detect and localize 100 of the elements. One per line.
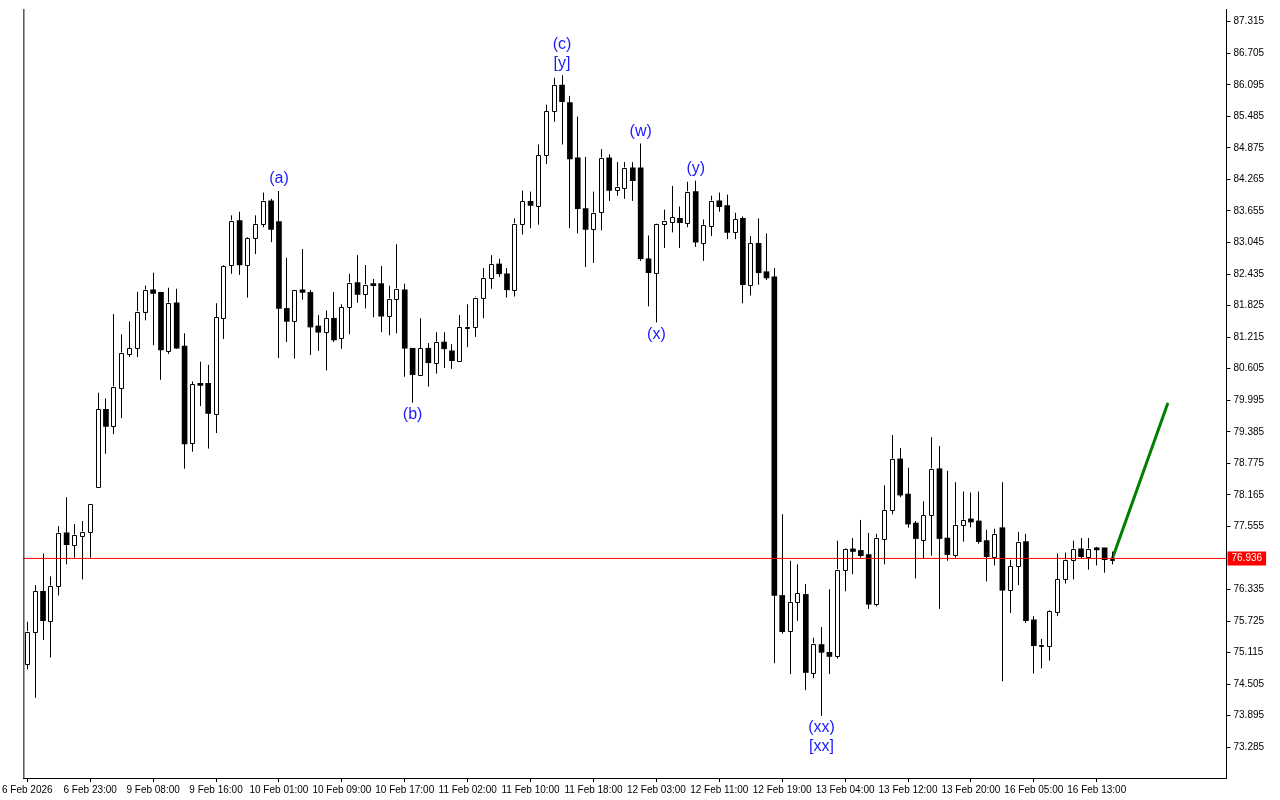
candlestick bbox=[150, 272, 156, 346]
candlestick bbox=[110, 313, 117, 435]
candlestick bbox=[1015, 531, 1021, 586]
candlestick bbox=[653, 223, 660, 323]
candlestick bbox=[71, 523, 78, 559]
annotation: (a) bbox=[269, 169, 289, 187]
x-tick-label: 13 Feb 12:00 bbox=[878, 783, 938, 795]
candlestick bbox=[661, 209, 668, 249]
candlestick bbox=[331, 291, 337, 343]
candlestick bbox=[873, 533, 880, 607]
candlestick bbox=[645, 235, 652, 307]
candlestick bbox=[386, 285, 392, 336]
candlestick bbox=[449, 343, 455, 370]
candlestick bbox=[299, 248, 306, 301]
candlestick bbox=[559, 74, 565, 145]
candlestick bbox=[590, 191, 597, 264]
candlestick bbox=[134, 291, 141, 358]
candlestick bbox=[512, 217, 518, 298]
candlestick bbox=[79, 520, 86, 580]
y-tick-label: 78.165 bbox=[1233, 488, 1265, 500]
candlestick bbox=[213, 302, 219, 434]
candlestick bbox=[834, 540, 841, 660]
annotation: (y) bbox=[686, 159, 706, 177]
y-tick-label: 77.555 bbox=[1233, 520, 1265, 532]
candlestick bbox=[543, 104, 550, 165]
candlestick bbox=[700, 218, 707, 262]
candlestick bbox=[732, 212, 738, 240]
y-tick-label: 75.115 bbox=[1233, 646, 1264, 658]
y-tick-label: 81.215 bbox=[1233, 330, 1265, 342]
candlestick bbox=[763, 232, 770, 281]
candlestick bbox=[826, 588, 833, 675]
candlestick bbox=[283, 257, 290, 343]
candlestick bbox=[629, 161, 636, 202]
candlestick bbox=[472, 296, 479, 338]
y-tick-label: 74.505 bbox=[1233, 677, 1265, 689]
x-tick-label: 9 Feb 08:00 bbox=[126, 783, 181, 795]
candlestick bbox=[913, 520, 919, 579]
x-tick-label: 12 Feb 11:00 bbox=[690, 783, 749, 795]
candlestick bbox=[221, 264, 227, 340]
candlestick bbox=[103, 397, 109, 455]
candlestick bbox=[126, 320, 133, 358]
x-tick-label: 10 Feb 17:00 bbox=[375, 783, 435, 795]
candlestick bbox=[551, 77, 557, 123]
x-tick-label: 10 Feb 09:00 bbox=[312, 783, 372, 795]
annotation: (x) bbox=[647, 324, 666, 342]
x-tick-label: 13 Feb 20:00 bbox=[941, 783, 1001, 795]
candlestick bbox=[197, 361, 204, 407]
candlestick bbox=[291, 289, 298, 360]
y-tick-label: 79.995 bbox=[1233, 393, 1265, 405]
y-tick-label: 78.775 bbox=[1233, 457, 1265, 469]
y-tick-label: 81.825 bbox=[1233, 299, 1265, 311]
candlestick bbox=[504, 267, 510, 299]
candlestick bbox=[1054, 553, 1061, 617]
candlestick bbox=[433, 331, 440, 375]
candlestick bbox=[87, 503, 94, 559]
candlestick bbox=[889, 434, 896, 515]
candlestick bbox=[975, 491, 982, 545]
y-tick-label: 75.725 bbox=[1233, 614, 1265, 626]
candlestick bbox=[716, 192, 723, 213]
candlestick bbox=[48, 575, 54, 658]
candlestick bbox=[818, 626, 825, 717]
candlestick bbox=[228, 214, 235, 275]
annotation: (w) bbox=[629, 121, 652, 139]
annotation: [xx] bbox=[809, 737, 834, 755]
annotation: (xx) bbox=[808, 718, 835, 736]
y-tick-label: 84.265 bbox=[1233, 173, 1265, 185]
candlestick bbox=[677, 206, 683, 249]
x-tick-label: 11 Feb 18:00 bbox=[564, 783, 624, 795]
x-tick-label: 12 Feb 03:00 bbox=[626, 783, 687, 795]
y-tick-label: 83.655 bbox=[1233, 204, 1265, 216]
candlestick bbox=[858, 519, 864, 559]
candlestick bbox=[260, 192, 267, 228]
y-tick-label: 82.435 bbox=[1233, 267, 1265, 279]
ref-line-label: 76.936 bbox=[1231, 552, 1263, 564]
annotation: (b) bbox=[402, 404, 423, 422]
y-tick-label: 86.095 bbox=[1233, 78, 1265, 90]
candlestick bbox=[960, 491, 966, 543]
candlestick bbox=[850, 537, 856, 575]
y-tick-label: 86.705 bbox=[1233, 46, 1265, 58]
x-tick-label: 11 Feb 02:00 bbox=[438, 783, 498, 795]
candlestick bbox=[795, 563, 801, 622]
candlestick bbox=[55, 525, 62, 596]
candlestick bbox=[983, 529, 990, 582]
y-tick-label: 80.605 bbox=[1233, 362, 1265, 374]
candlestick bbox=[339, 303, 345, 350]
candlestick bbox=[614, 161, 620, 197]
candlestick bbox=[1078, 537, 1084, 560]
candlestick bbox=[95, 392, 101, 488]
candlestick bbox=[622, 161, 628, 200]
candlestick bbox=[441, 331, 447, 369]
y-tick-label: 83.045 bbox=[1233, 236, 1265, 248]
annotation: [y] bbox=[553, 53, 571, 71]
x-tick-label: 11 Feb 10:00 bbox=[501, 783, 561, 795]
y-tick-label: 85.485 bbox=[1233, 110, 1265, 122]
y-tick-label: 76.335 bbox=[1233, 583, 1265, 595]
candlestick bbox=[1062, 552, 1069, 585]
y-tick-label: 73.285 bbox=[1233, 740, 1265, 752]
candlestick bbox=[189, 380, 196, 453]
candlestick bbox=[527, 191, 534, 229]
candlestick bbox=[346, 273, 353, 335]
